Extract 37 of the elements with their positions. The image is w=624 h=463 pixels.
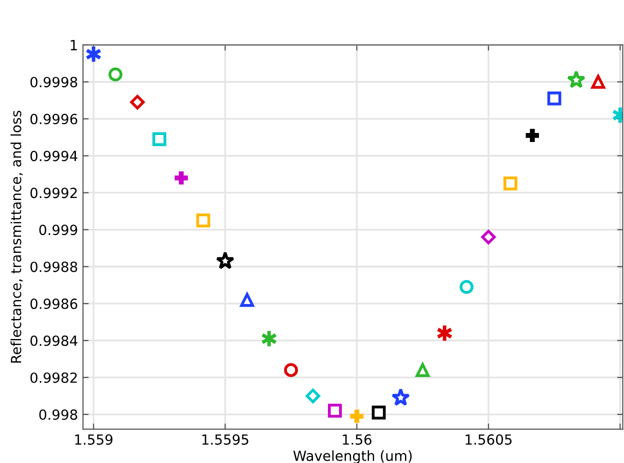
point xyxy=(391,388,410,406)
y-tick-label: 1 xyxy=(70,40,77,50)
x-tick-label: 1.56 xyxy=(342,434,372,445)
point xyxy=(284,363,298,378)
x-tick-label: 1.5595 xyxy=(202,434,248,445)
point xyxy=(547,92,562,106)
y-tick-label: 0.9992 xyxy=(30,188,77,198)
x-tick-label: 1.5605 xyxy=(466,434,512,445)
y-tick-label: 0.998 xyxy=(39,409,78,420)
point xyxy=(240,292,254,307)
y-tick-label: 0.9998 xyxy=(30,76,78,88)
point xyxy=(503,176,518,190)
x-tick-label: 1.559 xyxy=(75,434,112,445)
y-tick-label: 0.999 xyxy=(39,224,78,236)
y-tick-label: 0.9996 xyxy=(30,114,78,124)
point xyxy=(306,388,320,404)
point xyxy=(566,70,586,88)
y-axis-title: Reflectance, transmittance, and loss xyxy=(10,110,23,363)
point xyxy=(196,213,210,228)
point xyxy=(108,68,122,82)
point xyxy=(460,280,474,294)
point xyxy=(216,251,234,270)
y-tick-label: 0.9982 xyxy=(30,372,77,383)
point xyxy=(481,230,496,244)
point xyxy=(526,128,539,142)
point xyxy=(174,171,188,185)
y-tick-label: 0.9988 xyxy=(30,262,78,272)
point xyxy=(350,410,364,423)
point xyxy=(372,406,386,420)
point xyxy=(416,363,430,378)
y-tick-label: 0.9994 xyxy=(30,150,78,162)
point xyxy=(152,132,166,146)
y-tick-label: 0.9986 xyxy=(30,298,78,310)
y-tick-label: 0.9984 xyxy=(30,335,78,346)
point xyxy=(591,74,606,89)
point xyxy=(328,404,342,418)
point xyxy=(130,94,145,110)
